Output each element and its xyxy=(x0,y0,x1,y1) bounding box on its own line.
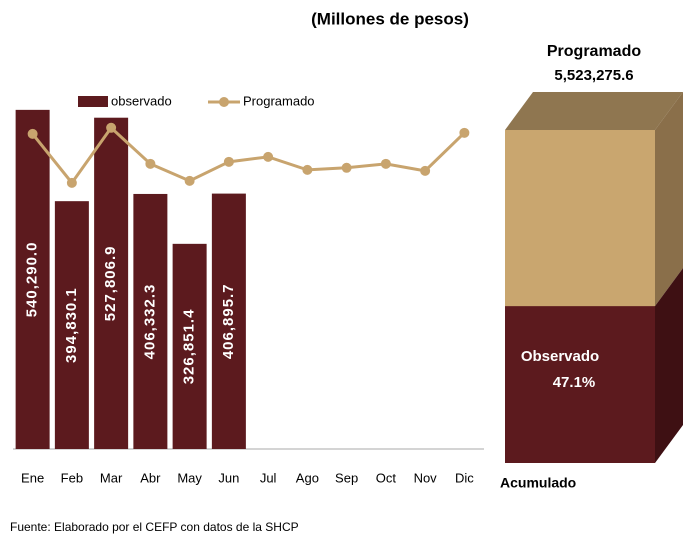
source: Fuente: Elaborado por el CEFP con datos … xyxy=(10,520,299,534)
line-marker xyxy=(341,162,352,173)
legend-marker xyxy=(219,97,229,107)
line-marker xyxy=(184,175,195,186)
legend-label: observado xyxy=(111,93,172,108)
line-marker xyxy=(66,177,77,188)
bar xyxy=(172,243,207,449)
box-side-observado xyxy=(655,268,683,463)
line-marker xyxy=(106,122,117,133)
x-tick-label: Ene xyxy=(21,470,44,485)
bar xyxy=(15,109,50,449)
line-marker xyxy=(223,156,234,167)
x-tick-label: Sep xyxy=(335,470,358,485)
x-tick-label: Jul xyxy=(260,470,277,485)
line-marker xyxy=(145,158,156,169)
x-tick-label: Ago xyxy=(296,470,319,485)
x-tick-label: Mar xyxy=(100,470,123,485)
line-marker xyxy=(459,127,470,138)
value-label: 540,290.0 xyxy=(24,242,41,318)
value-label: 527,806.9 xyxy=(102,245,119,321)
legend-swatch xyxy=(78,96,108,107)
summary-title: Programado xyxy=(547,43,641,60)
line-marker xyxy=(263,151,274,162)
x-tick-label: Dic xyxy=(455,470,474,485)
value-label: 394,830.1 xyxy=(63,287,80,363)
bar xyxy=(54,201,89,449)
line-marker xyxy=(302,164,313,175)
box-side-programado xyxy=(655,92,683,307)
x-tick-label: Nov xyxy=(414,470,438,485)
x-tick-label: Jun xyxy=(218,470,239,485)
observado-label: Observado xyxy=(521,348,599,365)
bar xyxy=(94,117,129,449)
x-tick-label: Abr xyxy=(140,470,161,485)
line-marker xyxy=(27,128,38,139)
box-top xyxy=(505,92,683,130)
summary-footer: Acumulado xyxy=(500,475,576,491)
x-tick-label: Oct xyxy=(376,470,397,485)
value-label: 406,895.7 xyxy=(220,283,237,359)
box-observado xyxy=(505,306,655,463)
chart-title: (Millones de pesos) xyxy=(311,9,469,28)
legend-label: Programado xyxy=(243,93,315,108)
value-label: 326,851.4 xyxy=(181,309,198,385)
value-label: 406,332.3 xyxy=(141,284,158,360)
bar xyxy=(133,193,168,449)
observado-pct: 47.1% xyxy=(553,374,596,391)
x-tick-label: Feb xyxy=(61,470,83,485)
line-marker xyxy=(420,165,431,176)
line-marker xyxy=(380,158,391,169)
line xyxy=(31,125,466,186)
bar xyxy=(211,193,246,449)
x-tick-label: May xyxy=(177,470,202,485)
summary-total: 5,523,275.6 xyxy=(554,67,633,84)
